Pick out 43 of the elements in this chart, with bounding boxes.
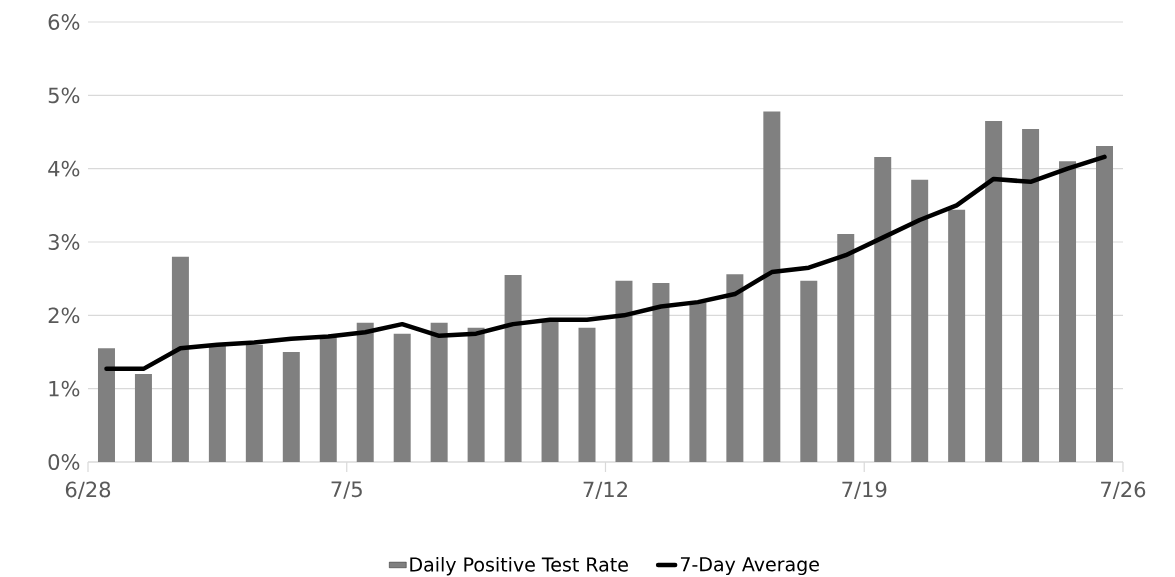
bar: [356, 322, 374, 462]
bar: [1022, 129, 1040, 462]
bar: [208, 344, 226, 462]
x-tick-label: 6/28: [65, 481, 111, 500]
y-tick-label: 4%: [48, 160, 80, 177]
bar: [800, 280, 818, 462]
bar: [1059, 161, 1077, 462]
legend-label: 7-Day Average: [680, 557, 819, 576]
bar: [689, 302, 707, 462]
bar: [726, 274, 744, 462]
bar: [1096, 145, 1113, 462]
legend-label: Daily Positive Test Rate: [410, 556, 628, 576]
bar: [282, 352, 300, 462]
y-tick-label: 1%: [49, 380, 80, 397]
bar: [97, 348, 115, 462]
bar: [319, 337, 337, 462]
bar: [171, 256, 189, 462]
line-series: [104, 154, 1107, 372]
bar: [985, 121, 1003, 462]
bar: [245, 344, 263, 462]
y-tick-label: 5%: [48, 87, 80, 104]
x-tick-label: 7/12: [583, 481, 627, 500]
bar: [615, 280, 633, 462]
bar: [430, 322, 448, 462]
y-tick-label: 0%: [48, 454, 80, 470]
bar: [467, 327, 485, 462]
bar: [948, 209, 966, 462]
x-tick-label: 7/26: [1101, 481, 1146, 500]
bar: [652, 283, 670, 462]
bar: [504, 275, 522, 462]
bar: [134, 374, 152, 462]
bar: [837, 233, 855, 462]
y-tick-label: 3%: [48, 234, 80, 250]
y-tick-label: 6%: [48, 14, 80, 30]
bar: [911, 179, 929, 462]
y-tick-label: 2%: [48, 307, 80, 324]
bar: [541, 321, 559, 462]
x-tick-label: 7/19: [842, 481, 887, 500]
bar: [578, 327, 596, 462]
bar: [393, 333, 411, 462]
x-tick-label: 7/5: [331, 481, 362, 499]
bar: [763, 111, 781, 462]
bar: [874, 156, 892, 462]
